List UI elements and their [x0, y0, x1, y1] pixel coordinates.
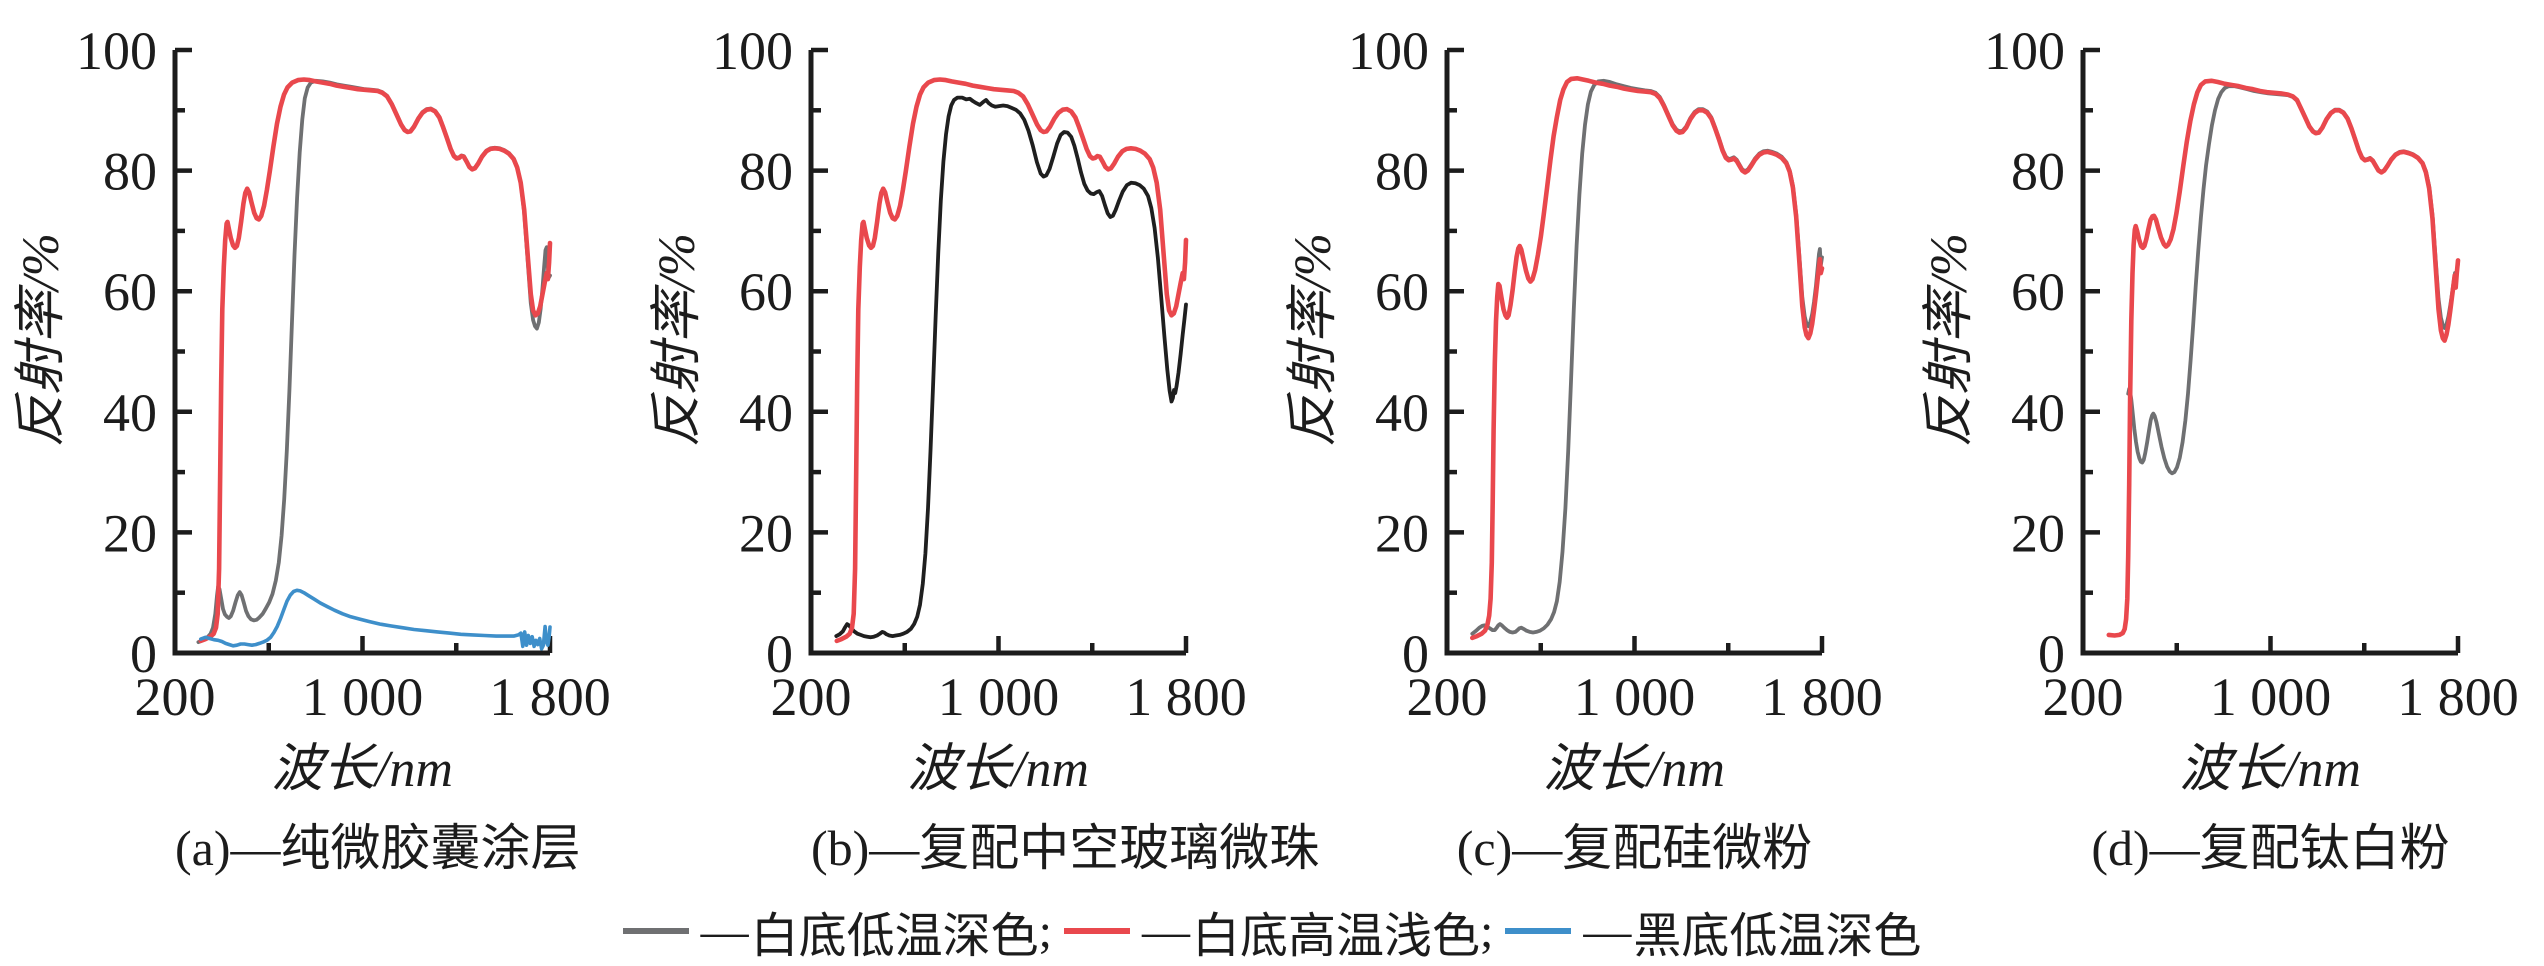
subplot-c-caption: (c)—复配硅微粉: [1456, 820, 1813, 876]
x-axis-title: 波长/nm: [907, 741, 1089, 798]
legend-label: 白底低温深色: [750, 910, 1039, 963]
blue-line-swatch: [1505, 928, 1572, 934]
subplot-c: 反射率/% 波长/nm 0 20 40 60 80 100 200 1 000 1 800 (c…: [1272, 0, 1908, 880]
legend-dash: —: [1583, 904, 1632, 958]
y-tick-label: 0: [130, 624, 157, 684]
x-tick-label: 1 800: [2397, 667, 2519, 727]
red-line-swatch: [1063, 928, 1130, 934]
curve-白底高温浅色: [1470, 76, 1825, 641]
y-tick-label: 100: [712, 21, 793, 81]
y-tick-label: 0: [2038, 624, 2065, 684]
axes: [1444, 50, 1822, 656]
legend-dash: —: [1141, 904, 1190, 958]
y-tick-label: 20: [739, 503, 793, 563]
y-tick-label: 60: [2011, 262, 2065, 322]
y-tick-label: 80: [739, 142, 793, 202]
curve-白底低温深色: [2126, 84, 2460, 476]
y-axis-title: 反射率/%: [649, 233, 706, 447]
subplot-b-caption: (b)—复配中空玻璃微珠: [811, 820, 1320, 876]
axes: [172, 50, 550, 656]
subplot-d-caption: (d)—复配钛白粉: [2091, 820, 2450, 876]
legend-separator: ;: [1038, 904, 1052, 958]
y-axis-title: 反射率/%: [13, 233, 70, 447]
subplot-d: 反射率/% 波长/nm 0 20 40 60 80 100 200 1 000 1 800 (d…: [1908, 0, 2544, 880]
legend-item-white-high-light: — 白底高温浅色 ;: [1063, 896, 1494, 966]
legend-separator: ;: [1480, 904, 1494, 958]
x-tick-label: 1 000: [302, 667, 424, 727]
y-tick-label: 100: [1984, 21, 2065, 81]
y-tick-label: 100: [1348, 21, 1429, 81]
y-tick-label: 40: [2011, 383, 2065, 443]
subplot-a-caption: (a)—纯微胶囊涂层: [175, 820, 581, 876]
curve-白底高温浅色: [198, 77, 553, 644]
subplot-a-chart: 反射率/% 波长/nm 0 20 40 60 80 100 200 1 000 1 800: [13, 21, 611, 798]
x-axis-title: 波长/nm: [271, 741, 453, 798]
axes: [2080, 50, 2458, 656]
x-axis-title: 波长/nm: [1543, 741, 1725, 798]
x-tick-label: 1 000: [1574, 667, 1696, 727]
subplot-b-chart: 反射率/% 波长/nm 0 20 40 60 80 100 200 1 000 1 800: [649, 21, 1247, 798]
curve-白底低温深色: [1470, 78, 1824, 636]
x-tick-label: 200: [2043, 667, 2124, 727]
subplot-b: 反射率/% 波长/nm 0 20 40 60 80 100 200 1 000 1 800 (b…: [636, 0, 1320, 880]
curve-黑底低温深色: [199, 588, 552, 651]
y-tick-label: 60: [1375, 262, 1429, 322]
y-tick-label: 0: [766, 624, 793, 684]
y-tick-label: 20: [103, 503, 157, 563]
y-tick-label: 60: [739, 262, 793, 322]
x-tick-label: 1 000: [2210, 667, 2332, 727]
curve-白底高温浅色: [2106, 78, 2461, 638]
x-tick-label: 1 800: [1125, 667, 1247, 727]
figure-panels: 反射率/% 波长/nm 0 20 40 60 80 100 200 1 000 1 800 (a…: [0, 0, 2544, 880]
y-tick-label: 80: [1375, 142, 1429, 202]
y-tick-label: 80: [2011, 142, 2065, 202]
subplot-a: 反射率/% 波长/nm 0 20 40 60 80 100 200 1 000 1 800 (a…: [0, 0, 636, 880]
curve-白底低温深色: [834, 95, 1188, 640]
y-tick-label: 20: [1375, 503, 1429, 563]
curve-白底高温浅色: [834, 77, 1189, 644]
subplot-d-chart: 反射率/% 波长/nm 0 20 40 60 80 100 200 1 000 1 800: [1921, 21, 2519, 798]
y-axis-title: 反射率/%: [1285, 233, 1342, 447]
y-tick-label: 40: [1375, 383, 1429, 443]
x-tick-label: 1 800: [489, 667, 611, 727]
legend-item-white-low-dark: — 白底低温深色 ;: [622, 896, 1052, 966]
subplot-c-chart: 反射率/% 波长/nm 0 20 40 60 80 100 200 1 000 1 800: [1285, 21, 1883, 798]
legend-item-black-low-dark: — 黑底低温深色: [1505, 896, 1921, 966]
x-tick-label: 200: [771, 667, 852, 727]
axes: [808, 50, 1186, 656]
legend: — 白底低温深色 ; — 白底高温浅色 ; — 黑底低温深色: [0, 896, 2544, 966]
x-tick-label: 1 800: [1761, 667, 1883, 727]
legend-dash: —: [700, 904, 749, 958]
y-axis-title: 反射率/%: [1921, 233, 1978, 447]
y-tick-label: 20: [2011, 503, 2065, 563]
y-tick-label: 80: [103, 142, 157, 202]
x-axis-title: 波长/nm: [2179, 741, 2361, 798]
curve-白底低温深色: [196, 78, 552, 644]
legend-label: 白底高温浅色: [1191, 910, 1480, 963]
y-tick-label: 0: [1402, 624, 1429, 684]
y-tick-label: 100: [76, 21, 157, 81]
x-tick-label: 1 000: [938, 667, 1060, 727]
legend-label: 黑底低温深色: [1633, 910, 1922, 963]
gray-line-swatch: [622, 928, 689, 934]
x-tick-label: 200: [135, 667, 216, 727]
x-tick-label: 200: [1407, 667, 1488, 727]
y-tick-label: 60: [103, 262, 157, 322]
y-tick-label: 40: [103, 383, 157, 443]
y-tick-label: 40: [739, 383, 793, 443]
